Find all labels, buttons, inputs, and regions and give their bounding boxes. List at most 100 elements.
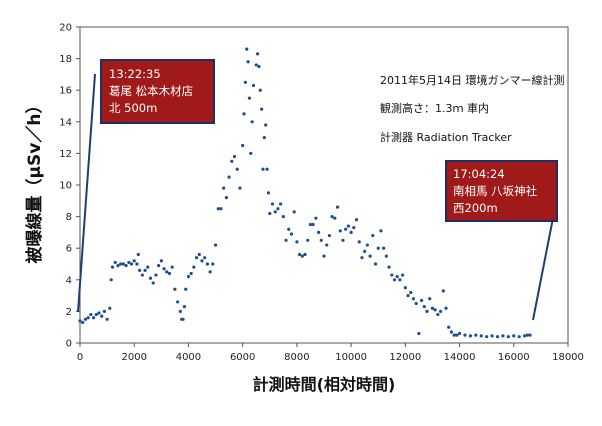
data-point	[295, 240, 299, 244]
data-point	[468, 334, 472, 338]
data-point	[157, 263, 161, 268]
start-time-label: 13:22:35	[109, 67, 161, 81]
data-point	[203, 256, 207, 260]
data-point	[224, 196, 228, 200]
data-point	[200, 259, 204, 263]
data-point	[316, 230, 321, 234]
y-tick-label: 4	[66, 275, 72, 286]
data-point	[266, 191, 271, 195]
data-point	[490, 334, 494, 338]
end-place-label: 南相馬 八坂神社	[453, 184, 538, 198]
data-point	[349, 230, 353, 234]
y-tick-label: 16	[59, 86, 72, 97]
x-tick-label: 18000	[552, 352, 584, 363]
data-point	[208, 270, 212, 274]
data-point	[401, 273, 405, 277]
data-point	[254, 63, 258, 67]
data-point	[327, 233, 332, 238]
x-axis-title: 計測時間(相対時間)	[253, 375, 396, 394]
data-point	[194, 256, 199, 260]
start-distance-label: 北 500m	[109, 101, 157, 115]
y-tick-label: 20	[59, 23, 72, 34]
data-point	[170, 265, 174, 269]
data-point	[338, 229, 342, 233]
y-tick-label: 6	[66, 244, 72, 255]
info-device-note: 計測器 Radiation Tracker	[380, 130, 512, 144]
data-point	[325, 243, 329, 247]
data-point	[238, 186, 242, 190]
data-point	[279, 202, 283, 206]
y-tick-label: 8	[66, 212, 72, 223]
data-point	[241, 143, 245, 148]
data-point	[289, 232, 294, 236]
data-point	[330, 215, 334, 219]
data-point	[262, 136, 266, 140]
data-point	[113, 260, 117, 265]
data-point	[430, 306, 435, 310]
data-point	[495, 335, 500, 339]
data-point	[264, 123, 268, 127]
data-point	[132, 259, 136, 263]
data-point	[414, 301, 418, 306]
data-point	[245, 47, 249, 51]
data-series	[78, 47, 532, 339]
data-point	[230, 159, 234, 163]
data-point	[354, 218, 359, 222]
data-point	[154, 273, 158, 277]
data-point	[341, 238, 345, 242]
data-point	[455, 333, 459, 337]
data-point	[251, 83, 256, 88]
data-point	[127, 260, 131, 265]
y-tick-label: 14	[59, 117, 72, 128]
data-point	[124, 263, 128, 268]
data-point	[83, 317, 88, 321]
data-point	[300, 254, 304, 258]
data-point	[162, 267, 166, 271]
info-height-note: 観測高さ：1.3ｍ 車内	[380, 101, 489, 115]
start-place-label: 葛尾 松本木材店	[109, 84, 193, 98]
data-point	[352, 226, 356, 230]
data-point	[119, 262, 123, 266]
data-point	[363, 249, 367, 253]
data-point	[109, 278, 113, 282]
data-point	[382, 246, 386, 250]
data-point	[390, 273, 394, 277]
data-point	[452, 333, 456, 337]
data-point	[213, 243, 218, 247]
data-point	[235, 167, 239, 171]
data-point	[268, 211, 272, 216]
data-point	[136, 252, 140, 257]
data-point	[506, 335, 510, 339]
info-date-note: 2011年5月14日 環境ガンマー線計測	[380, 73, 565, 87]
data-point	[89, 312, 93, 317]
data-point	[219, 207, 223, 211]
y-tick-label: 10	[59, 181, 72, 192]
data-point	[457, 331, 462, 336]
x-tick-label: 12000	[389, 352, 421, 363]
data-point	[116, 263, 120, 268]
data-point	[265, 167, 269, 171]
data-point	[371, 233, 375, 238]
data-point	[211, 262, 215, 266]
data-point	[292, 210, 296, 214]
end-time-label: 17:04:24	[453, 167, 505, 181]
data-point	[287, 227, 291, 231]
data-point	[246, 60, 250, 64]
data-point	[173, 287, 177, 291]
data-point	[360, 256, 364, 260]
data-point	[249, 151, 253, 155]
data-point	[376, 246, 380, 250]
data-point	[184, 287, 188, 291]
data-point	[384, 254, 388, 258]
y-axis-title: 被曝線量（μSv／h）	[24, 97, 45, 264]
data-point	[398, 278, 402, 282]
data-point	[387, 265, 391, 269]
data-point	[81, 320, 85, 325]
data-point	[78, 319, 82, 323]
data-point	[420, 298, 424, 302]
data-point	[159, 259, 163, 263]
end-callout-leader	[532, 217, 554, 321]
data-point	[346, 224, 350, 228]
y-tick-label: 2	[66, 307, 72, 318]
